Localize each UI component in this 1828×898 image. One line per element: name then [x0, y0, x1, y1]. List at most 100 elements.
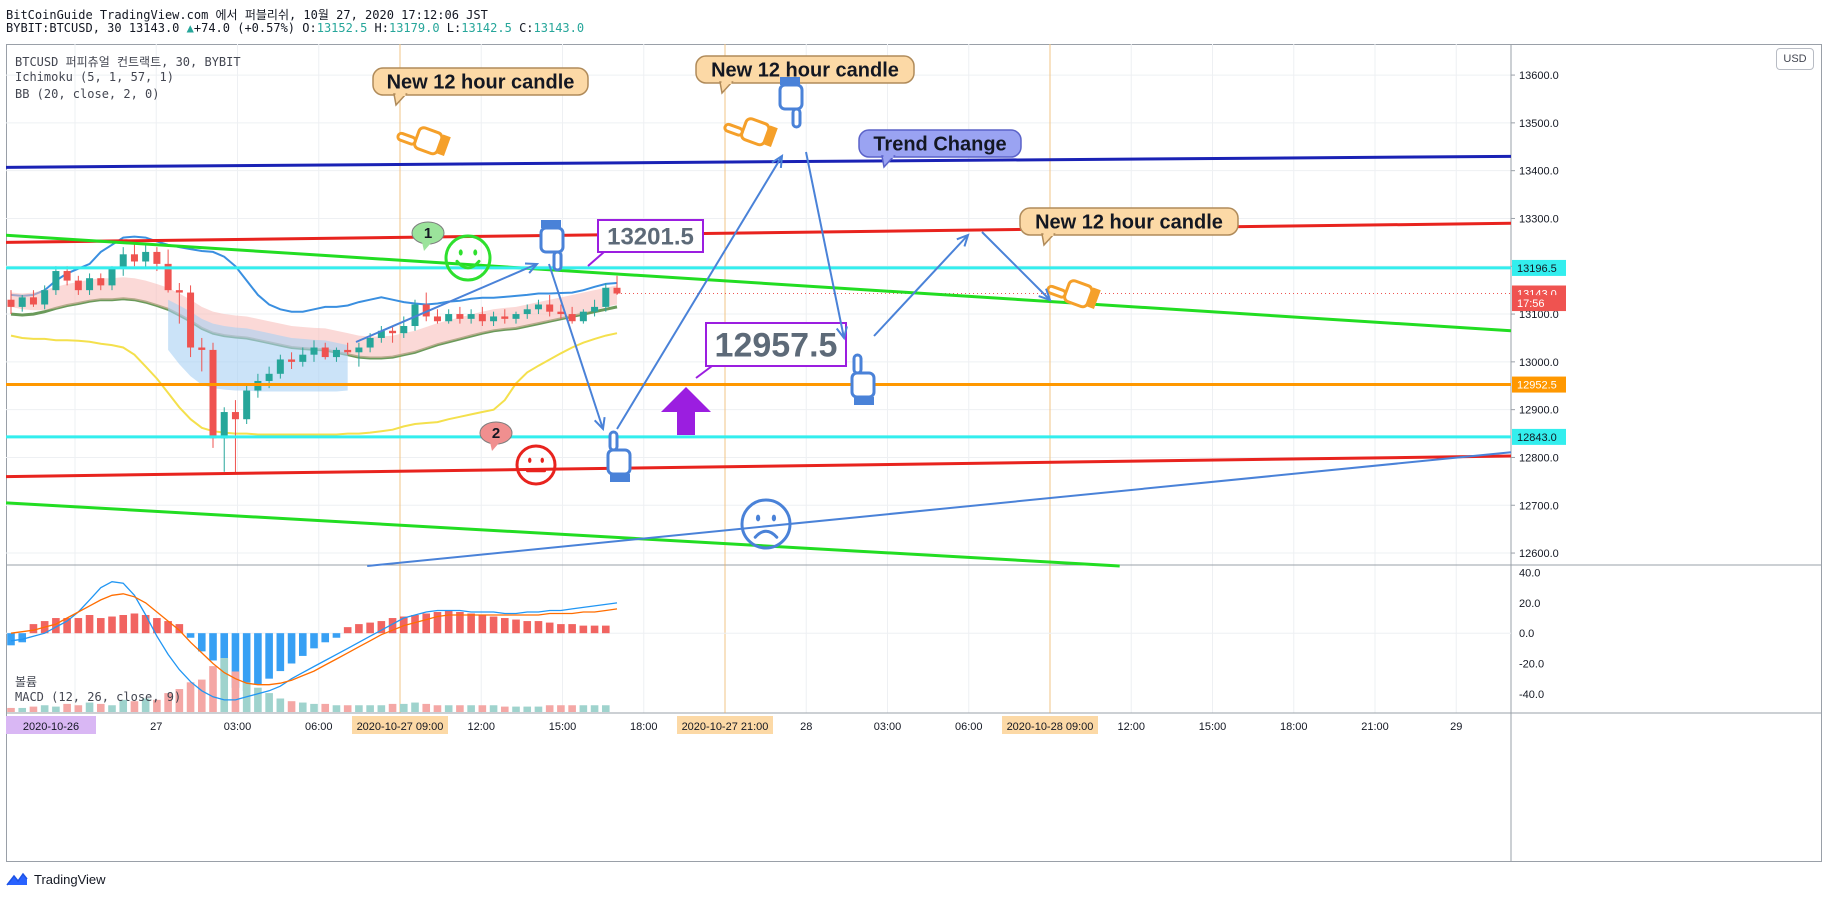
candle-body	[97, 278, 105, 286]
arrow-down-1	[548, 263, 606, 432]
legend-bb[interactable]: BB (20, close, 2, 0)	[15, 87, 160, 101]
smiley-neutral-icon-eye	[528, 457, 532, 463]
macd-bar	[388, 618, 397, 634]
close-label: C:	[519, 21, 534, 35]
footer-brand[interactable]: TradingView	[34, 871, 106, 887]
candle-body	[490, 316, 498, 322]
marker-1-tail	[422, 242, 431, 251]
candle-body	[534, 304, 542, 310]
hand-blue-down-1-icon-cuff	[780, 77, 800, 85]
callout-new-12h-2-tail-cover	[721, 80, 732, 84]
price-chart[interactable]: New 12 hour candle New 12 hour candle New …	[6, 44, 1822, 862]
time-tick-label: 12:00	[1117, 721, 1145, 733]
volume-bar	[119, 699, 128, 712]
volume-bar	[310, 703, 318, 712]
callout-new-12h-1-text: New 12 hour candle	[387, 72, 575, 94]
macd-bar	[63, 618, 71, 634]
volume-bar	[85, 702, 94, 712]
currency-button[interactable]: USD	[1776, 48, 1814, 70]
trend-line-blue-resistance	[6, 154, 1512, 169]
volume-bar	[422, 703, 431, 712]
volume-bar	[321, 703, 330, 712]
callout-trend-change: Trend Change	[858, 129, 1022, 169]
legend-volume[interactable]: 볼륨	[15, 675, 38, 689]
macd-bar	[220, 633, 229, 679]
hand-blue-down-1-icon-palm	[778, 83, 804, 111]
high-label: H:	[374, 21, 389, 35]
time-tick-label: 15:00	[1199, 721, 1227, 733]
hand-orange-3-icon-cuff	[1086, 287, 1101, 310]
price-tick-label: 13100.0	[1519, 309, 1559, 321]
macd-bar	[242, 633, 251, 691]
volume-bar	[534, 706, 543, 712]
candle-body	[153, 251, 161, 264]
candle-body	[310, 347, 318, 355]
open-value: 13152.5	[316, 21, 368, 35]
low-label: L:	[446, 21, 462, 35]
macd-pane	[6, 581, 1511, 712]
macd-bar	[456, 611, 464, 634]
volume-bar	[355, 705, 363, 712]
macd-bar	[590, 625, 599, 634]
arrow-up-main-head	[771, 154, 784, 169]
time-highlight-label: 2020-10-27 09:00	[357, 721, 444, 733]
price-tick-label: 13400.0	[1519, 166, 1559, 178]
hand-blue-up-icon	[850, 353, 876, 405]
volume-bar	[186, 682, 195, 712]
candle-body	[209, 349, 217, 439]
macd-bar	[287, 633, 296, 664]
volume-bar	[298, 702, 307, 712]
price-box-12957-box	[705, 322, 847, 367]
macd-bar	[298, 633, 307, 656]
legend-ichimoku[interactable]: Ichimoku (5, 1, 57, 1)	[15, 70, 174, 84]
hand-blue-down-1-icon	[778, 77, 804, 129]
volume-bar	[231, 671, 240, 712]
time-tick-label: 12:00	[467, 721, 495, 733]
macd-bar	[377, 621, 386, 634]
kumo-red	[11, 277, 618, 359]
macd-line	[10, 581, 618, 701]
callout-new-12h-3-text: New 12 hour candle	[1035, 212, 1223, 234]
smiley-sad-icon-mouth	[753, 529, 779, 539]
hand-blue-down-2-icon	[539, 220, 565, 272]
macd-bar	[399, 616, 408, 634]
candle-body	[377, 330, 385, 338]
volume-bar	[153, 699, 161, 712]
marker-1-text: 1	[424, 225, 432, 242]
candle-body	[18, 297, 26, 307]
candle-body	[411, 304, 419, 327]
candle-body	[613, 287, 621, 294]
candle-body	[422, 304, 430, 317]
low-value: 13142.5	[461, 21, 512, 35]
smiley-sad-icon-eye	[755, 514, 761, 522]
candle-body	[478, 314, 486, 322]
callout-new-12h-3-box	[1019, 207, 1239, 236]
macd-bar	[119, 615, 128, 634]
time-highlight-label: 2020-10-27 21:00	[682, 721, 769, 733]
price-tick-label: 13500.0	[1519, 118, 1559, 130]
candle-body	[7, 299, 15, 307]
smiley-sad-icon-outline	[740, 498, 792, 550]
candle-body	[400, 326, 408, 334]
hand-orange-1-icon-palm	[413, 126, 444, 156]
legend-macd[interactable]: MACD (12, 26, close, 9)	[15, 690, 182, 704]
candle-body	[445, 314, 453, 322]
volume-bar	[456, 705, 464, 712]
macd-bar	[254, 633, 262, 685]
macd-bar	[433, 611, 442, 634]
volume-bar	[568, 705, 576, 712]
time-tick-label: 21:00	[1361, 721, 1389, 733]
trend-line-green-lower	[6, 501, 1120, 568]
hand-orange-2-icon	[723, 117, 778, 148]
callout-new-12h-3-tail-cover	[1043, 232, 1054, 236]
smiley-sad-icon-eye	[771, 514, 777, 522]
hand-blue-down-2-icon-palm	[539, 226, 565, 254]
price-box-12957-pointer	[695, 365, 713, 379]
callout-new-12h-1-box	[372, 67, 589, 96]
candle-body	[265, 373, 273, 381]
macd-bar	[467, 613, 475, 634]
arrow-down-3-line	[981, 231, 1051, 301]
smiley-happy-icon-outline	[444, 234, 492, 282]
callout-new-12h-2: New 12 hour candle	[695, 55, 915, 95]
candle-body	[198, 347, 206, 350]
